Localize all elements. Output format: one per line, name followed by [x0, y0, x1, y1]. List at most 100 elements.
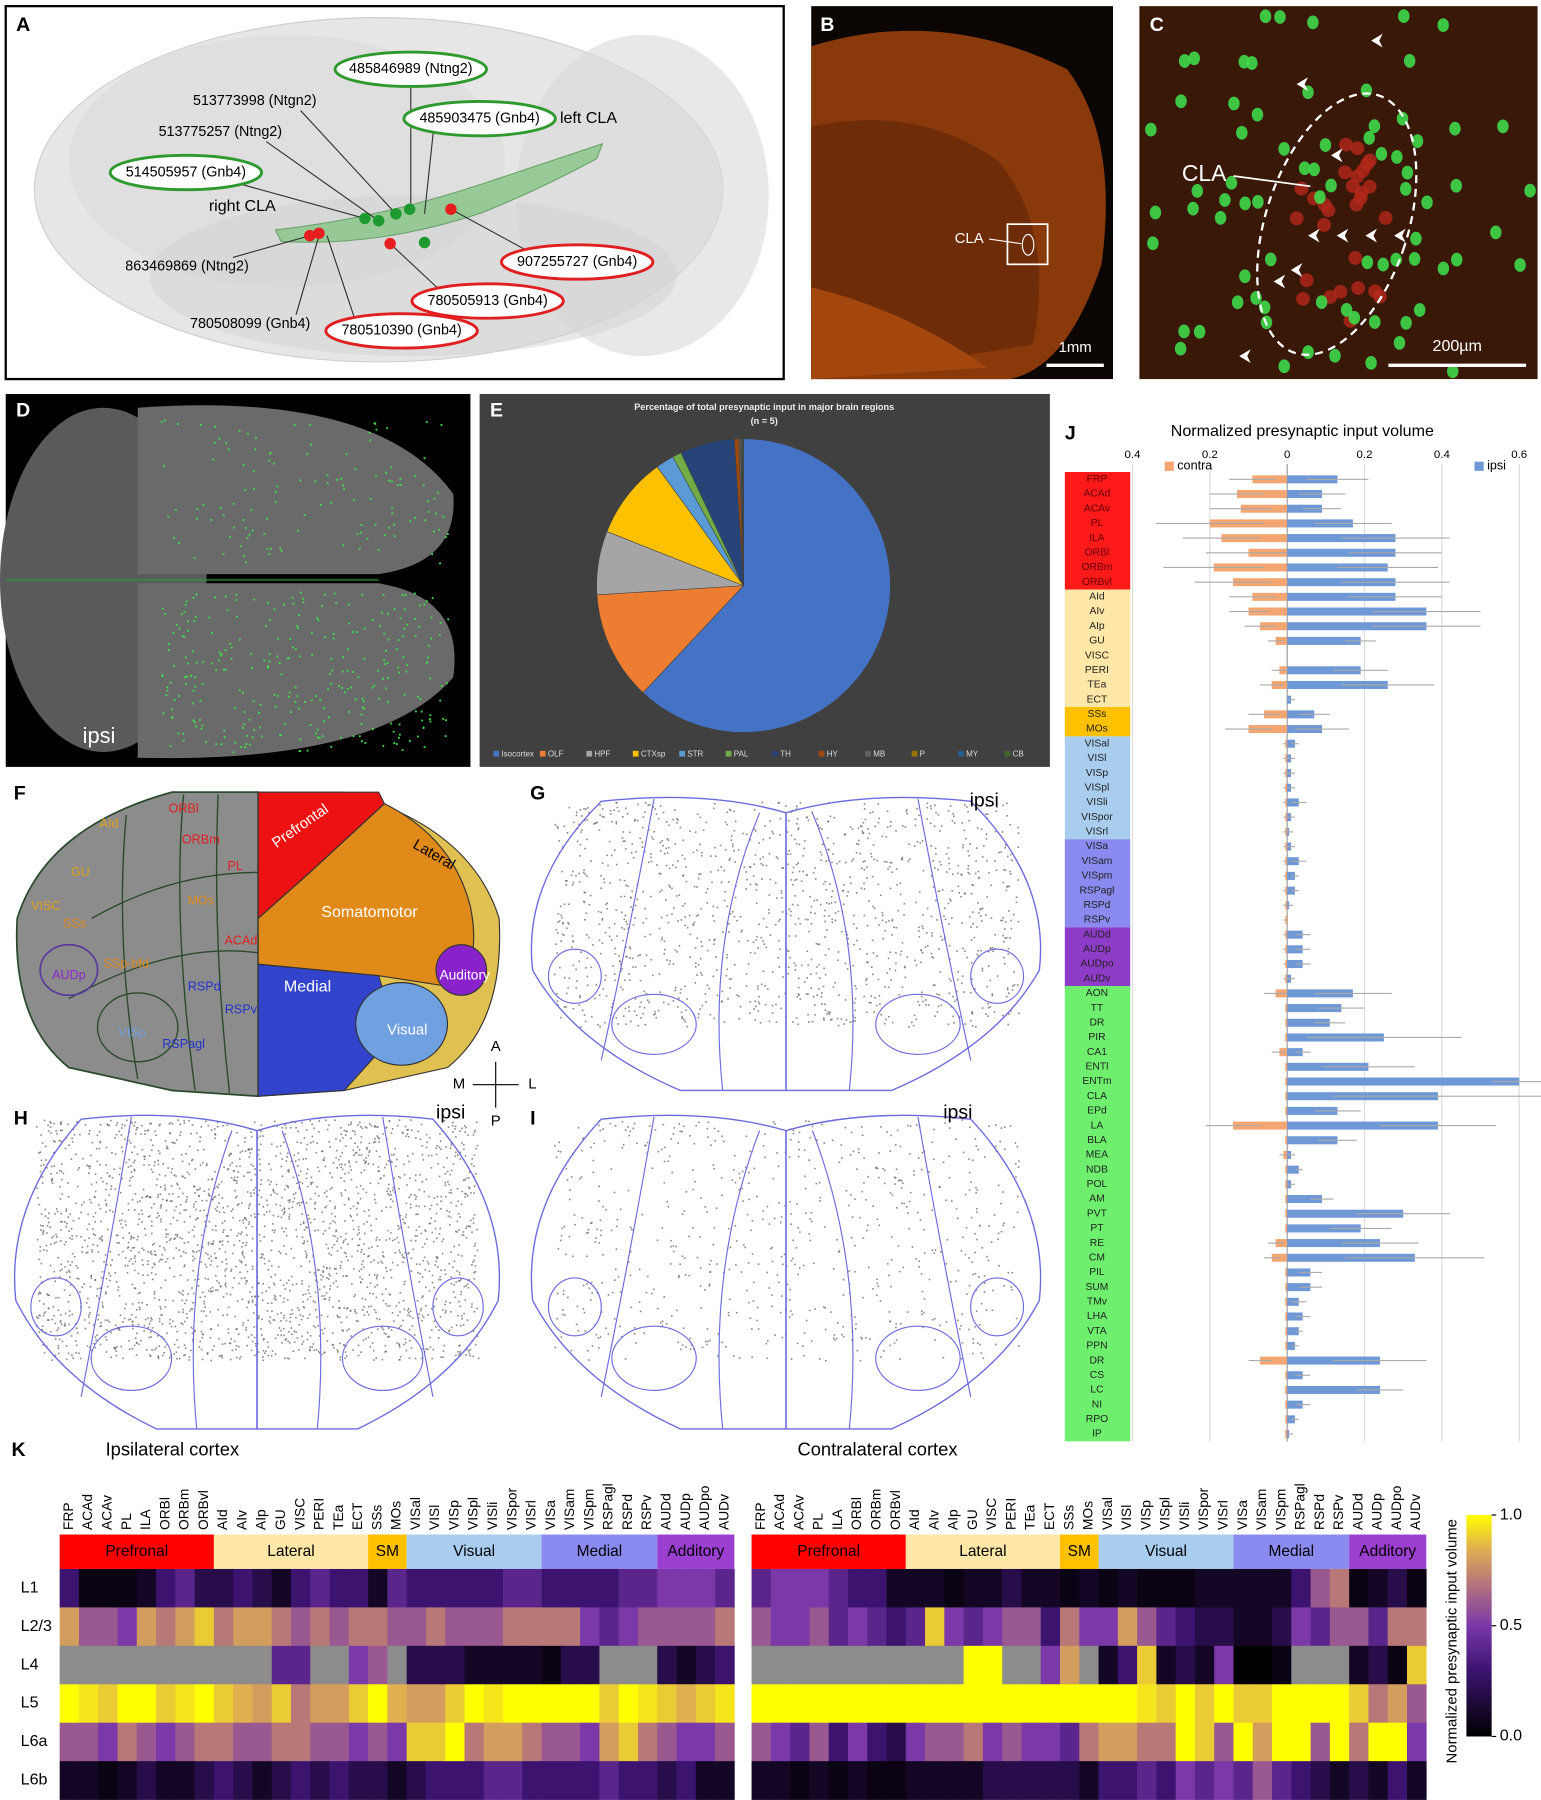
labelled-cell	[277, 1215, 280, 1218]
labelled-cell	[92, 1324, 95, 1326]
labelled-cell	[776, 1152, 778, 1154]
labelled-cell	[272, 462, 275, 465]
labelled-cell	[199, 1187, 201, 1190]
labelled-cell	[61, 1129, 64, 1132]
labelled-cell	[177, 423, 179, 425]
pie-slice	[742, 438, 744, 586]
labelled-cell	[408, 1196, 411, 1198]
labelled-cell	[704, 1289, 706, 1291]
labelled-cell	[250, 1148, 253, 1151]
labelled-cell	[975, 1310, 978, 1313]
labelled-cell	[270, 1302, 273, 1304]
labelled-cell	[596, 1228, 599, 1231]
labelled-cell	[410, 1129, 413, 1131]
labelled-cell	[360, 1251, 362, 1253]
labelled-cell	[192, 1301, 194, 1304]
labelled-cell	[289, 711, 292, 714]
labelled-cell	[343, 1251, 346, 1254]
labelled-cell	[49, 1126, 52, 1128]
labelled-cell	[390, 1329, 393, 1331]
labelled-cell	[59, 1169, 61, 1172]
labelled-cell	[248, 1171, 251, 1174]
labelled-cell	[764, 985, 766, 987]
labelled-cell	[732, 1169, 735, 1171]
labelled-cell	[58, 1139, 61, 1142]
labelled-cell	[751, 1356, 753, 1358]
labelled-cell	[630, 896, 632, 899]
labelled-cell	[769, 934, 772, 936]
labelled-cell	[285, 1253, 288, 1255]
labelled-cell	[473, 1214, 476, 1216]
labelled-cell	[723, 869, 726, 872]
labelled-cell	[137, 1323, 140, 1326]
labelled-cell	[411, 1152, 414, 1155]
arrowhead	[1365, 228, 1377, 243]
labelled-cell	[268, 1163, 270, 1165]
labelled-cell	[414, 1179, 417, 1182]
labelled-cell	[781, 867, 784, 869]
labelled-cell	[877, 803, 880, 805]
labelled-cell	[154, 1273, 157, 1276]
labelled-cell	[188, 1231, 190, 1234]
labelled-cell	[179, 1203, 182, 1206]
labelled-cell	[787, 972, 790, 975]
labelled-cell	[974, 1272, 977, 1275]
labelled-cell	[125, 1303, 127, 1305]
labelled-cell	[176, 1183, 179, 1186]
area-border	[547, 948, 602, 1004]
labelled-cell	[463, 1179, 466, 1181]
labelled-cell	[43, 1119, 46, 1122]
labelled-cell	[164, 1306, 167, 1308]
labelled-cell	[67, 1195, 70, 1198]
labelled-cell	[174, 1325, 177, 1328]
labelled-cell	[77, 1168, 79, 1171]
labelled-cell	[274, 1337, 277, 1340]
labelled-cell	[936, 919, 938, 921]
labelled-cell	[581, 1217, 584, 1219]
red-cell	[1296, 292, 1310, 306]
labelled-cell	[741, 1187, 743, 1190]
labelled-cell	[109, 1250, 112, 1253]
labelled-cell	[606, 854, 608, 857]
labelled-cell	[895, 926, 898, 929]
labelled-cell	[391, 1312, 394, 1314]
labelled-cell	[467, 1177, 470, 1179]
labelled-cell	[863, 914, 866, 917]
labelled-cell	[248, 1223, 250, 1225]
labelled-cell	[274, 501, 277, 503]
labelled-cell	[285, 1184, 288, 1187]
labelled-cell	[906, 956, 909, 958]
labelled-cell	[205, 1162, 208, 1165]
arrowhead	[1371, 33, 1383, 48]
labelled-cell	[969, 992, 972, 994]
labelled-cell	[235, 1356, 238, 1359]
labelled-cell	[672, 818, 674, 821]
labelled-cell	[803, 1149, 806, 1152]
labelled-cell	[221, 1240, 224, 1242]
labelled-cell	[167, 515, 170, 518]
labelled-cell	[79, 1133, 81, 1136]
labelled-cell	[251, 667, 254, 669]
labelled-cell	[221, 1261, 224, 1263]
labelled-cell	[1016, 984, 1019, 986]
labelled-cell	[634, 818, 636, 821]
labelled-cell	[832, 853, 834, 855]
labelled-cell	[230, 1270, 232, 1272]
labelled-cell	[1000, 1202, 1002, 1205]
labelled-cell	[340, 1126, 342, 1129]
labelled-cell	[979, 1343, 981, 1346]
labelled-cell	[232, 751, 235, 754]
labelled-cell	[393, 535, 396, 537]
labelled-cell	[247, 1336, 250, 1338]
labelled-cell	[218, 1355, 221, 1357]
labelled-cell	[66, 1222, 68, 1225]
labelled-cell	[843, 834, 846, 836]
area-border	[718, 812, 761, 1091]
labelled-cell	[172, 1141, 175, 1144]
labelled-cell	[385, 1288, 387, 1290]
labelled-cell	[189, 1310, 191, 1312]
labelled-cell	[344, 1172, 346, 1175]
labelled-cell	[360, 1136, 363, 1138]
labelled-cell	[438, 634, 441, 636]
labelled-cell	[699, 1008, 702, 1010]
